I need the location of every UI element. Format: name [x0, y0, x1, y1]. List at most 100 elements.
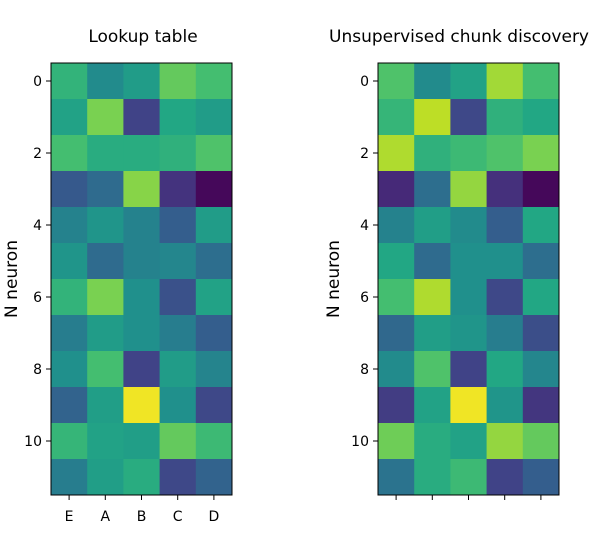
y-tick-label: 4	[360, 218, 369, 234]
heatmap-cell	[486, 207, 524, 244]
heatmap-cell	[450, 99, 488, 136]
heatmap-cell	[414, 63, 451, 100]
x-tick-label: A	[101, 509, 111, 525]
y-tick-label: 10	[24, 434, 42, 450]
heatmap-cell	[486, 423, 524, 460]
heatmap-cell	[195, 423, 233, 460]
heatmap-cell	[486, 459, 524, 496]
y-tick-label: 0	[360, 74, 369, 90]
heatmap-cell	[378, 171, 415, 208]
heatmap-cell	[159, 459, 197, 496]
heatmap-cell	[195, 459, 233, 496]
heatmap-cell	[51, 423, 88, 460]
heatmap-cell	[486, 279, 524, 316]
x-tick-label: B	[137, 509, 147, 525]
heatmap-cell	[378, 351, 415, 388]
heatmap-cell	[123, 63, 161, 100]
heatmap-cell	[414, 207, 451, 244]
heatmap-cell	[51, 279, 88, 316]
y-tick-label: 0	[33, 74, 42, 90]
heatmap-cell	[378, 459, 415, 496]
heatmap-cell	[414, 315, 451, 352]
heatmap-cell	[486, 351, 524, 388]
y-axis-label: N neuron	[324, 240, 344, 318]
heatmap-cell	[522, 243, 560, 280]
heatmap-cell	[87, 63, 124, 100]
y-tick-label: 10	[351, 434, 369, 450]
heatmap-cell	[159, 315, 197, 352]
heatmap-cell	[486, 135, 524, 172]
heatmap-cell	[159, 351, 197, 388]
chart-title-right: Unsupervised chunk discovery	[329, 27, 589, 47]
heatmap-cell	[195, 315, 233, 352]
heatmap-cell	[486, 387, 524, 424]
heatmap-cell	[414, 351, 451, 388]
heatmap-cell	[450, 207, 488, 244]
heatmap-cell	[123, 279, 161, 316]
heatmap-cell	[195, 351, 233, 388]
heatmap-cell	[51, 207, 88, 244]
heatmap-cell	[450, 315, 488, 352]
heatmap-cell	[522, 135, 560, 172]
heatmap-cell	[123, 99, 161, 136]
y-tick-label: 6	[33, 290, 42, 306]
heatmap-cell	[159, 243, 197, 280]
heatmap-cell	[486, 243, 524, 280]
heatmap-cell	[450, 135, 488, 172]
heatmap-cell	[450, 279, 488, 316]
heatmap-cell	[486, 63, 524, 100]
heatmap-cell	[159, 423, 197, 460]
heatmap-cell	[51, 315, 88, 352]
heatmap-cell	[522, 63, 560, 100]
heatmap-cell	[195, 63, 233, 100]
heatmap-cell	[51, 459, 88, 496]
heatmap-cell	[195, 171, 233, 208]
heatmap-cell	[87, 243, 124, 280]
heatmap-cell	[378, 63, 415, 100]
heatmap-cell	[159, 63, 197, 100]
heatmap-cell	[378, 387, 415, 424]
heatmap-cell	[51, 243, 88, 280]
heatmap-cell	[87, 459, 124, 496]
x-tick-label: D	[209, 509, 220, 525]
heatmap-cell	[378, 279, 415, 316]
heatmap-cell	[450, 243, 488, 280]
heatmap-cell	[123, 171, 161, 208]
heatmap-cell	[414, 387, 451, 424]
heatmap-cell	[195, 387, 233, 424]
heatmap-cell	[87, 135, 124, 172]
heatmap-cell	[87, 171, 124, 208]
heatmap-cell	[450, 459, 488, 496]
heatmap-cell	[123, 207, 161, 244]
heatmap-cell	[87, 351, 124, 388]
heatmap-cell	[123, 315, 161, 352]
heatmap-cell	[450, 387, 488, 424]
heatmap-cell	[522, 207, 560, 244]
heatmap-cell	[195, 279, 233, 316]
heatmap-cell	[378, 99, 415, 136]
heatmap-cell	[486, 171, 524, 208]
heatmap-cell	[159, 207, 197, 244]
heatmap-cell	[450, 171, 488, 208]
heatmap-cell	[378, 243, 415, 280]
heatmap-cell	[414, 243, 451, 280]
heatmap-cell	[450, 63, 488, 100]
heatmap-cell	[378, 315, 415, 352]
heatmap-cell	[159, 387, 197, 424]
heatmap-cell	[159, 99, 197, 136]
y-tick-label: 6	[360, 290, 369, 306]
y-tick-label: 8	[33, 362, 42, 378]
heatmap-cell	[51, 135, 88, 172]
heatmap-cell	[522, 315, 560, 352]
heatmap-cell	[195, 99, 233, 136]
heatmap-cell	[51, 63, 88, 100]
x-tick-label: E	[65, 509, 74, 525]
heatmap-cell	[378, 423, 415, 460]
y-tick-label: 2	[33, 146, 42, 162]
x-tick-label: C	[173, 509, 183, 525]
heatmap-cell	[522, 459, 560, 496]
heatmap-cell	[450, 423, 488, 460]
heatmap-cell	[87, 99, 124, 136]
heatmap-cell	[522, 423, 560, 460]
